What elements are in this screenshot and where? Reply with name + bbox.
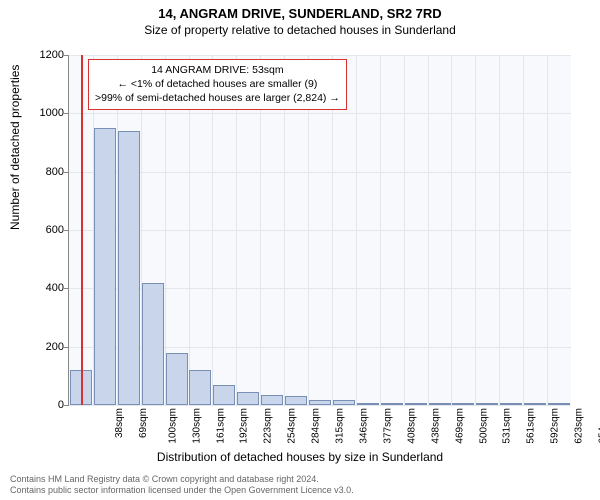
gridline-v xyxy=(499,55,500,405)
x-tick-label: 315sqm xyxy=(335,408,346,444)
gridline-v xyxy=(404,55,405,405)
y-tick-mark xyxy=(64,172,68,173)
y-tick-mark xyxy=(64,113,68,114)
x-tick-label: 438sqm xyxy=(430,408,441,444)
x-tick-label: 561sqm xyxy=(526,408,537,444)
histogram-bar xyxy=(166,353,188,406)
gridline-v xyxy=(547,55,548,405)
histogram-bar xyxy=(261,395,283,405)
x-tick-label: 254sqm xyxy=(287,408,298,444)
annotation-line-2: ← <1% of detached houses are smaller (9) xyxy=(95,77,340,91)
footer-line-2: Contains public sector information licen… xyxy=(10,485,354,496)
y-tick-mark xyxy=(64,230,68,231)
histogram-bar xyxy=(237,392,259,405)
y-tick-label: 200 xyxy=(34,341,64,353)
gridline-v xyxy=(428,55,429,405)
y-tick-label: 400 xyxy=(34,282,64,294)
gridline-v xyxy=(523,55,524,405)
y-tick-label: 1200 xyxy=(34,49,64,61)
histogram-bar xyxy=(333,400,355,405)
y-tick-mark xyxy=(64,405,68,406)
y-tick-label: 1000 xyxy=(34,107,64,119)
chart-subtitle: Size of property relative to detached ho… xyxy=(0,23,600,37)
annotation-line-3: >99% of semi-detached houses are larger … xyxy=(95,91,340,105)
gridline-h xyxy=(69,55,571,56)
gridline-v xyxy=(356,55,357,405)
x-tick-label: 161sqm xyxy=(215,408,226,444)
histogram-bar xyxy=(381,403,403,405)
property-marker-line xyxy=(81,55,83,405)
gridline-h xyxy=(69,230,571,231)
x-tick-label: 223sqm xyxy=(263,408,274,444)
y-tick-mark xyxy=(64,55,68,56)
histogram-bar xyxy=(142,283,164,406)
x-tick-label: 377sqm xyxy=(382,408,393,444)
y-tick-label: 600 xyxy=(34,224,64,236)
histogram-bar xyxy=(476,403,498,405)
histogram-bar xyxy=(94,128,116,405)
x-tick-label: 408sqm xyxy=(406,408,417,444)
histogram-bar xyxy=(452,403,474,405)
gridline-h xyxy=(69,113,571,114)
annotation-box: 14 ANGRAM DRIVE: 53sqm← <1% of detached … xyxy=(88,59,347,110)
gridline-h xyxy=(69,405,571,406)
x-tick-label: 284sqm xyxy=(311,408,322,444)
x-axis-label: Distribution of detached houses by size … xyxy=(0,450,600,464)
histogram-bar xyxy=(189,370,211,405)
histogram-bar xyxy=(118,131,140,405)
y-tick-label: 800 xyxy=(34,166,64,178)
gridline-h xyxy=(69,172,571,173)
histogram-bar xyxy=(309,400,331,405)
y-tick-label: 0 xyxy=(34,399,64,411)
x-tick-label: 69sqm xyxy=(138,408,149,438)
x-tick-label: 130sqm xyxy=(191,408,202,444)
y-tick-mark xyxy=(64,347,68,348)
annotation-line-1: 14 ANGRAM DRIVE: 53sqm xyxy=(95,63,340,77)
histogram-bar xyxy=(524,403,546,405)
y-tick-mark xyxy=(64,288,68,289)
histogram-bar xyxy=(500,403,522,405)
gridline-v xyxy=(475,55,476,405)
histogram-bar xyxy=(285,396,307,405)
x-tick-label: 192sqm xyxy=(239,408,250,444)
x-tick-label: 346sqm xyxy=(359,408,370,444)
footer-line-1: Contains HM Land Registry data © Crown c… xyxy=(10,474,354,485)
gridline-v xyxy=(380,55,381,405)
x-tick-label: 531sqm xyxy=(502,408,513,444)
x-tick-label: 500sqm xyxy=(478,408,489,444)
y-axis-label: Number of detached properties xyxy=(8,65,22,230)
histogram-bar xyxy=(357,403,379,405)
histogram-bar xyxy=(213,385,235,405)
histogram-bar xyxy=(429,403,451,405)
x-tick-label: 38sqm xyxy=(114,408,125,438)
x-tick-label: 623sqm xyxy=(574,408,585,444)
chart-title: 14, ANGRAM DRIVE, SUNDERLAND, SR2 7RD xyxy=(0,0,600,21)
x-tick-label: 469sqm xyxy=(454,408,465,444)
footer-attribution: Contains HM Land Registry data © Crown c… xyxy=(10,474,354,497)
histogram-bar xyxy=(405,403,427,405)
histogram-bar xyxy=(548,403,570,405)
x-tick-label: 592sqm xyxy=(550,408,561,444)
gridline-v xyxy=(451,55,452,405)
x-tick-label: 100sqm xyxy=(167,408,178,444)
